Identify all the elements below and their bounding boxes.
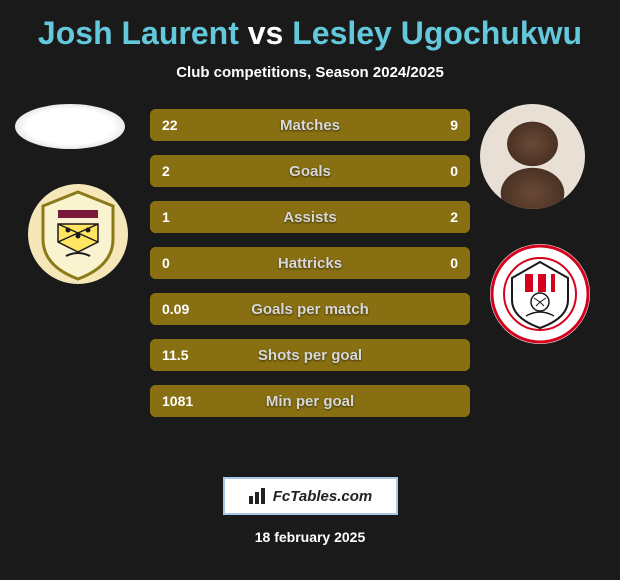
stat-row: 1081Min per goal (150, 385, 470, 417)
face-placeholder-icon (480, 104, 585, 209)
stat-label: Goals per match (150, 301, 470, 318)
bar-chart-icon (248, 487, 268, 505)
stat-row: 229Matches (150, 109, 470, 141)
stat-row: 12Assists (150, 201, 470, 233)
stat-label: Shots per goal (150, 347, 470, 364)
title-player1: Josh Laurent (38, 15, 239, 51)
player2-photo (480, 104, 585, 209)
logo-text: FcTables.com (273, 488, 372, 505)
stat-row: 00Hattricks (150, 247, 470, 279)
stat-label: Goals (150, 163, 470, 180)
player2-club-crest (490, 244, 590, 344)
stat-row: 20Goals (150, 155, 470, 187)
stat-label: Min per goal (150, 393, 470, 410)
stat-label: Hattricks (150, 255, 470, 272)
burnley-crest-icon (28, 184, 128, 284)
title-vs: vs (239, 15, 292, 51)
title-player2: Lesley Ugochukwu (292, 15, 582, 51)
comparison-card: Josh Laurent vs Lesley Ugochukwu Club co… (0, 0, 620, 580)
stat-row: 0.09Goals per match (150, 293, 470, 325)
main-area: 229Matches 20Goals 12Assists 00Hattricks 0.0… (10, 109, 610, 459)
player1-club-crest (28, 184, 128, 284)
stats-list: 229Matches 20Goals 12Assists 00Hattricks 0.0… (150, 109, 470, 431)
player1-photo-placeholder (15, 104, 125, 149)
subtitle: Club competitions, Season 2024/2025 (10, 64, 610, 81)
date: 18 february 2025 (10, 529, 610, 545)
southampton-crest-icon (490, 244, 590, 344)
fctables-logo: FcTables.com (223, 477, 398, 515)
stat-row: 11.5Shots per goal (150, 339, 470, 371)
title: Josh Laurent vs Lesley Ugochukwu (10, 15, 610, 52)
stat-label: Matches (150, 117, 470, 134)
stat-label: Assists (150, 209, 470, 226)
